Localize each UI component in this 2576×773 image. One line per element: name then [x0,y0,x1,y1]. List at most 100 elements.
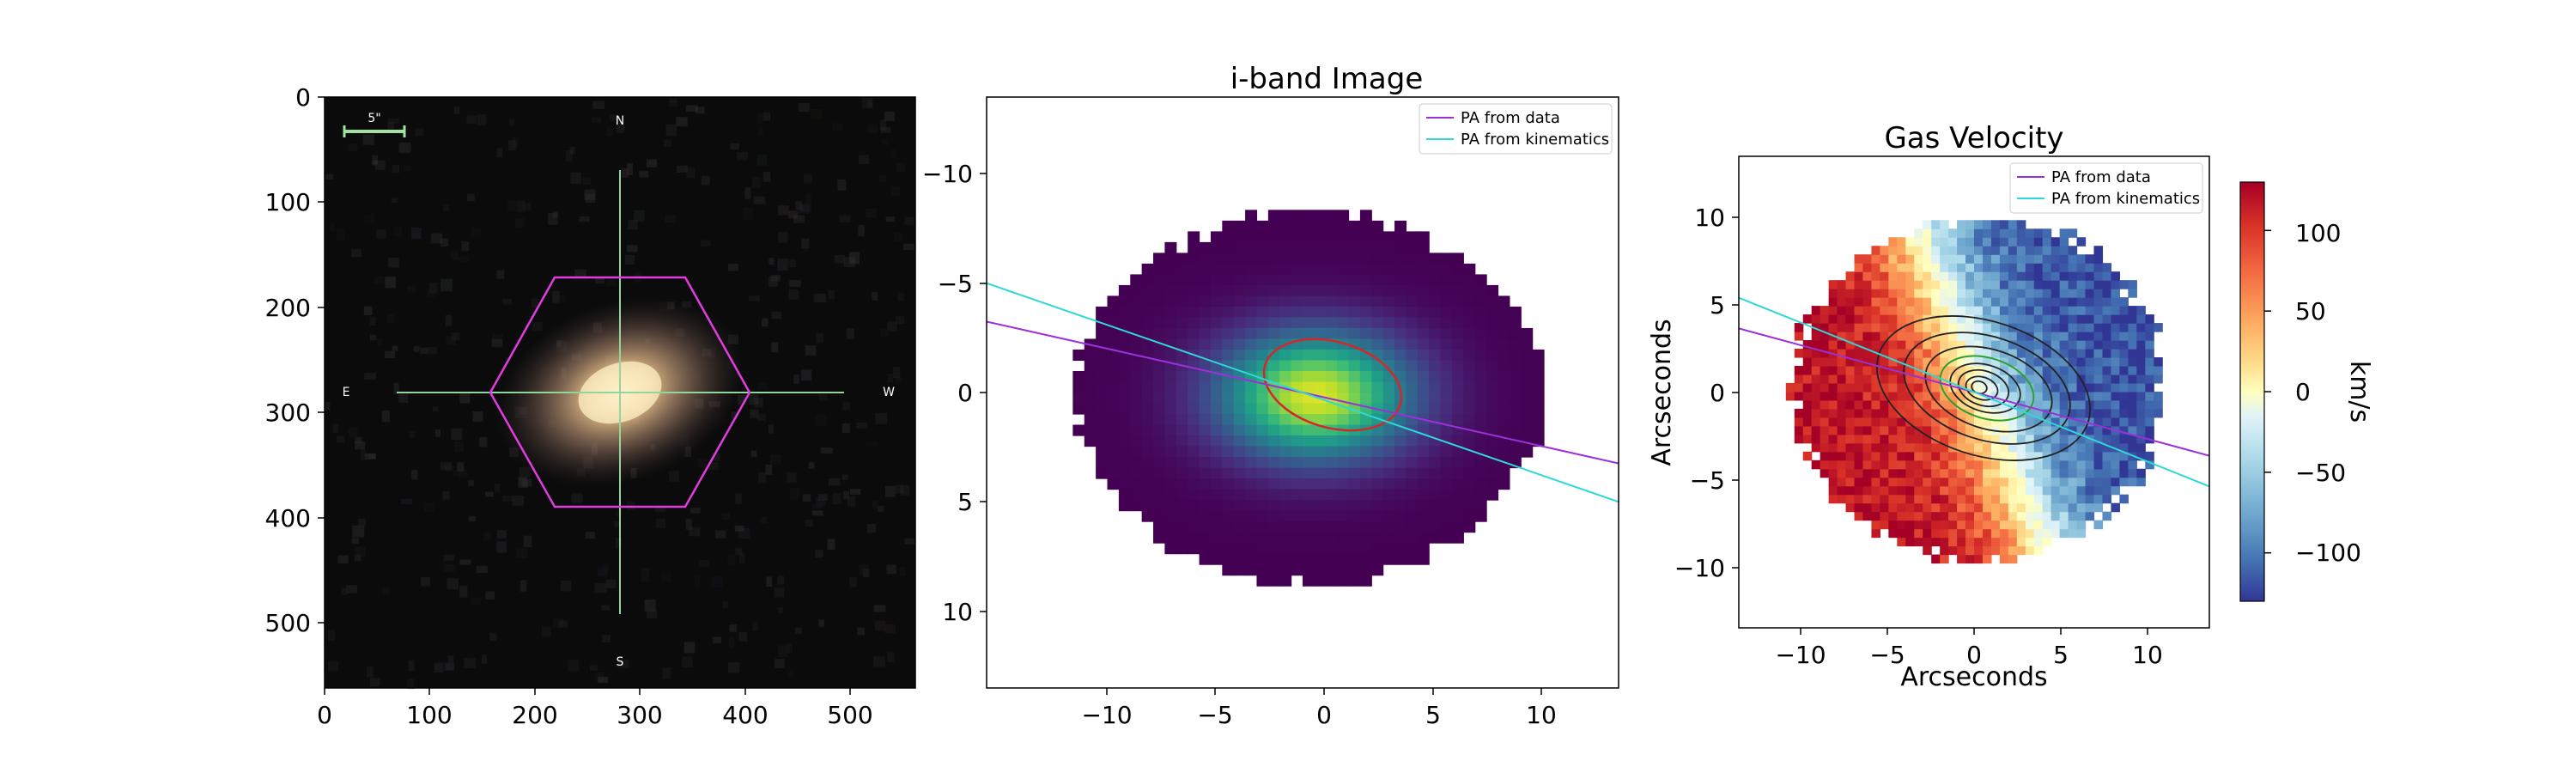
iband-pixel [1440,457,1453,469]
sky-noise-speck [665,124,677,137]
iband-pixel [1371,306,1384,319]
iband-pixel [1141,435,1154,447]
iband-pixel [1153,360,1166,372]
sky-noise-speck [891,186,901,197]
velocity-pixel [1940,280,1949,289]
iband-pixel [1256,553,1269,565]
iband-pixel [1303,220,1315,232]
iband-pixel [1256,349,1269,362]
velocity-pixel [1828,365,1838,375]
velocity-pixel [1794,332,1804,341]
velocity-pixel [1940,425,1949,435]
iband-pixel [1498,424,1510,436]
velocity-pixel [1888,391,1898,401]
iband-pixel [1291,457,1303,469]
velocity-pixel [2076,254,2087,264]
iband-pixel [1348,284,1361,297]
iband-pixel [1291,478,1303,490]
iband-pixel [1314,360,1327,372]
velocity-pixel [2119,460,2129,470]
velocity-pixel [1940,511,1949,521]
velocity-pixel [2008,332,2018,341]
velocity-pixel [1871,340,1880,350]
iband-pixel [1210,263,1223,275]
velocity-pixel [1923,460,1932,470]
sky-noise-speck [887,373,893,383]
iband-pixel [1382,338,1395,350]
iband-pixel [1440,500,1453,512]
velocity-pixel [1965,237,1975,247]
velocity-pixel [1854,434,1864,444]
iband-pixel [1233,435,1246,447]
iband-pixel [1233,446,1246,458]
velocity-pixel [2016,228,2026,238]
velocity-pixel [1948,382,1958,393]
iband-pixel [1210,424,1223,436]
sky-noise-speck [330,222,336,232]
iband-pixel [1498,360,1510,372]
velocity-pixel [1948,356,1958,367]
iband-pixel [1337,306,1350,319]
iband-pixel [1245,284,1258,297]
sky-noise-speck [756,414,766,422]
velocity-pixel [2136,332,2146,341]
iband-pixel [1279,284,1292,297]
iband-pixel [1222,435,1235,447]
iband-pixel [1325,532,1338,544]
velocity-pixel [1854,306,1864,315]
p2-ytick-0: −10 [922,160,973,188]
velocity-pixel [2008,356,2018,367]
sky-noise-speck [481,654,487,664]
velocity-pixel [1914,306,1923,315]
velocity-pixel [1888,434,1898,444]
iband-pixel [1440,295,1453,307]
sky-noise-speck [369,316,376,326]
velocity-pixel [2111,408,2120,418]
velocity-pixel [2093,417,2104,427]
velocity-pixel [1802,374,1813,384]
velocity-pixel [1914,417,1923,427]
iband-pixel [1084,360,1097,372]
p1-xtick-3: 300 [617,701,662,729]
velocity-pixel [2059,425,2069,435]
velocity-pixel [1905,356,1915,367]
velocity-pixel [1802,399,1813,410]
velocity-pixel [1982,228,1992,238]
sky-noise-speck [571,493,583,503]
velocity-pixel [2145,323,2154,332]
velocity-pixel [2025,502,2035,513]
velocity-pixel [1990,374,2001,384]
velocity-pixel [1905,460,1915,470]
sky-noise-speck [855,422,867,429]
velocity-pixel [1948,417,1958,427]
sky-noise-speck [832,493,841,505]
velocity-pixel [2050,382,2061,393]
velocity-pixel [1905,399,1915,410]
iband-pixel [1521,424,1534,436]
sky-noise-speck [803,241,809,252]
iband-pixel [1096,393,1109,405]
velocity-pixel [2085,280,2095,289]
velocity-pixel [2076,442,2087,453]
iband-pixel [1210,467,1223,479]
velocity-pixel [1965,220,1975,229]
iband-pixel [1245,349,1258,362]
velocity-pixel [1845,451,1856,461]
velocity-pixel [1914,511,1923,521]
velocity-pixel [1837,382,1847,393]
iband-pixel [1199,489,1212,501]
velocity-pixel [1999,545,2009,556]
sky-noise-speck [507,200,517,211]
velocity-pixel [2102,417,2112,427]
iband-pixel [1233,263,1246,275]
iband-pixel [1348,467,1361,479]
colorbar-tick-2: 0 [2295,378,2311,406]
velocity-pixel [1923,442,1932,453]
velocity-pixel [2050,520,2061,530]
velocity-pixel [1931,442,1941,453]
iband-pixel [1256,327,1269,340]
iband-pixel [1521,403,1534,415]
sky-noise-speck [858,224,865,236]
sky-noise-speck [364,213,374,224]
iband-pixel [1417,478,1430,490]
